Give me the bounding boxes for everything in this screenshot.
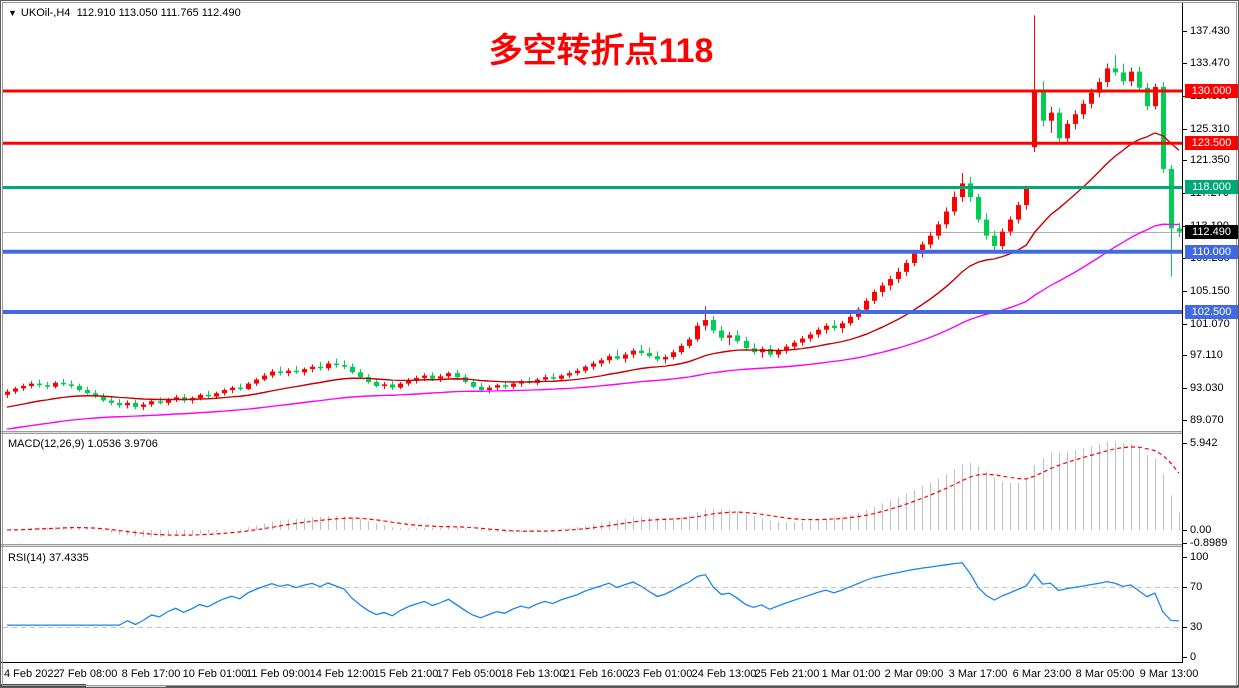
- rsi-indicator-label: RSI(14) 37.4335: [8, 552, 89, 564]
- pane-separator-macd[interactable]: [1, 431, 1238, 434]
- time-tick-label: 10 Feb 01:00: [182, 668, 248, 680]
- time-tick-label: 1 Mar 01:00: [821, 668, 881, 680]
- time-tick-label: 8 Mar 05:00: [1075, 668, 1135, 680]
- ohlc-values: 112.910 113.050 111.765 112.490: [76, 7, 241, 19]
- price-tick-label: 125.310: [1183, 123, 1238, 136]
- rsi-tick-label: 30: [1183, 621, 1238, 634]
- level-price-label: 118.000: [1185, 180, 1238, 194]
- horizontal-scrollbar: [1, 683, 1238, 687]
- rsi-tick-label: 70: [1183, 581, 1238, 594]
- macd-pane-canvas[interactable]: [3, 434, 1183, 546]
- time-axis-border: [1, 662, 1238, 663]
- chart-title: ▼ UKOil-,H4 112.910 113.050 111.765 112.4…: [8, 7, 241, 19]
- symbol-dropdown-icon[interactable]: ▼: [8, 8, 17, 18]
- rsi-tick-label: 100: [1183, 551, 1238, 564]
- price-tick-label: 101.070: [1183, 318, 1238, 331]
- symbol-period-label: UKOil-,H4: [20, 7, 71, 19]
- h-scrollbar-track[interactable]: [86, 685, 166, 687]
- time-tick-label: 6 Mar 23:00: [1012, 668, 1072, 680]
- time-tick-label: 9 Mar 13:00: [1139, 668, 1199, 680]
- h-scrollbar-line: [166, 685, 1238, 687]
- rsi-tick-label: 0: [1183, 651, 1238, 664]
- time-tick-label: 24 Feb 13:00: [691, 668, 757, 680]
- price-chart-canvas[interactable]: [3, 3, 1183, 431]
- macd-indicator-label: MACD(12,26,9) 1.0536 3.9706: [8, 438, 158, 450]
- current-price-label: 112.490: [1185, 225, 1238, 239]
- time-tick-label: 25 Feb 21:00: [754, 668, 820, 680]
- time-tick-label: 8 Feb 17:00: [121, 668, 181, 680]
- time-axis[interactable]: 4 Feb 2022 7 Feb 08:00 8 Feb 17:00 10 Feb 0…: [1, 664, 1238, 683]
- price-axis-border: [1182, 3, 1183, 663]
- price-tick-label: 133.470: [1183, 57, 1238, 70]
- macd-tick-label: 5.942: [1183, 437, 1238, 450]
- price-tick-label: 97.110: [1183, 349, 1238, 362]
- price-tick-label: 137.430: [1183, 25, 1238, 38]
- price-tick-label: 93.030: [1183, 382, 1238, 395]
- price-axis[interactable]: 137.430133.470129.390125.310121.350117.2…: [1183, 1, 1238, 664]
- time-tick-label: 4 Feb 2022: [4, 668, 60, 680]
- h-scrollbar-thumb[interactable]: [1, 684, 86, 687]
- rsi-pane-canvas[interactable]: [3, 548, 1183, 661]
- time-tick-label: 2 Mar 09:00: [884, 668, 944, 680]
- time-tick-label: 18 Feb 13:00: [500, 668, 566, 680]
- level-price-label: 130.000: [1185, 84, 1238, 98]
- price-tick-label: 105.150: [1183, 285, 1238, 298]
- price-tick-label: 121.350: [1183, 154, 1238, 167]
- pane-separator-rsi[interactable]: [1, 544, 1238, 547]
- macd-tick-label: 0.00: [1183, 524, 1238, 537]
- time-tick-label: 21 Feb 16:00: [563, 668, 629, 680]
- time-tick-label: 23 Feb 01:00: [627, 668, 693, 680]
- time-tick-label: 3 Mar 17:00: [948, 668, 1008, 680]
- level-price-label: 123.500: [1185, 136, 1238, 150]
- time-tick-label: 11 Feb 09:00: [245, 668, 311, 680]
- time-tick-label: 14 Feb 12:00: [309, 668, 375, 680]
- macd-tick-label: -0.8989: [1183, 537, 1238, 550]
- time-tick-label: 7 Feb 08:00: [58, 668, 118, 680]
- time-tick-label: 15 Feb 21:00: [373, 668, 439, 680]
- level-price-label: 102.500: [1185, 305, 1238, 319]
- time-tick-label: 17 Feb 05:00: [436, 668, 502, 680]
- level-price-label: 110.000: [1185, 245, 1238, 259]
- price-tick-label: 89.070: [1183, 414, 1238, 427]
- chart-annotation: 多空转折点118: [488, 32, 714, 70]
